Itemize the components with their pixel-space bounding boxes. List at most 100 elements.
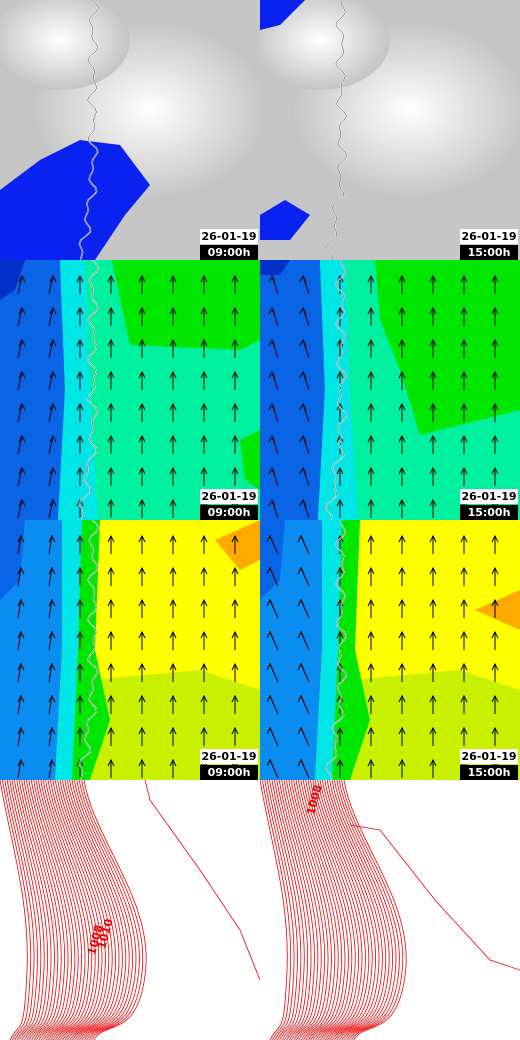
wind-arrow-head bbox=[299, 402, 307, 411]
time-box bbox=[460, 505, 518, 520]
wind-arrow-head bbox=[76, 434, 84, 443]
wind-arrow-head bbox=[299, 498, 307, 507]
wind-arrow-head bbox=[200, 630, 208, 639]
wind-arrow-head bbox=[429, 274, 437, 283]
wind-arrow-head bbox=[231, 566, 239, 575]
wind-arrow-head bbox=[17, 566, 25, 575]
map-panel: 26-01-19 09:00h bbox=[0, 0, 260, 260]
wind-arrow-head bbox=[169, 466, 177, 475]
panel-content bbox=[0, 260, 260, 520]
isobar bbox=[312, 780, 363, 1040]
isobar bbox=[298, 780, 343, 1040]
wind-arrow-head bbox=[231, 370, 239, 379]
wind-arrow-head bbox=[107, 726, 115, 735]
wind-arrow-head bbox=[49, 306, 57, 315]
wind-field-lowest bbox=[260, 520, 285, 600]
isobar bbox=[47, 780, 96, 1040]
date-box bbox=[460, 229, 518, 244]
wind-field-mid bbox=[318, 260, 358, 520]
cloud-bright bbox=[260, 0, 390, 90]
wind-arrow-head bbox=[231, 402, 239, 411]
wind-arrow-head bbox=[336, 466, 344, 475]
wind-arrow-head bbox=[76, 402, 84, 411]
wind-arrow-head bbox=[200, 370, 208, 379]
wind-arrow-head bbox=[299, 274, 307, 283]
wind-arrow-head bbox=[299, 370, 307, 379]
wind-arrow-head bbox=[138, 370, 146, 379]
wind-arrow-head bbox=[491, 274, 499, 283]
wind-arrow-head bbox=[200, 434, 208, 443]
wind-arrow bbox=[48, 403, 54, 423]
wind-arrow-head bbox=[200, 598, 208, 607]
wind-arrow-head bbox=[460, 662, 468, 671]
wind-arrow-head bbox=[231, 662, 239, 671]
coastline-outline bbox=[79, 260, 99, 520]
wind-arrow-head bbox=[48, 598, 56, 607]
wind-arrow-head bbox=[429, 598, 437, 607]
wind-arrow-head bbox=[200, 338, 208, 347]
wind-arrow-head bbox=[49, 434, 57, 443]
wind-arrow-head bbox=[367, 566, 375, 575]
wind-arrow-head bbox=[18, 466, 26, 475]
wind-arrow-head bbox=[266, 598, 274, 607]
date-label: 26-01-19 bbox=[201, 750, 256, 763]
isobar bbox=[264, 780, 295, 1040]
wind-field-low bbox=[260, 260, 325, 520]
wind-arrow-head bbox=[107, 694, 115, 703]
isobar bbox=[59, 780, 113, 1040]
isobar bbox=[269, 780, 302, 1040]
wind-field-low bbox=[260, 520, 322, 780]
isobar bbox=[349, 824, 520, 971]
date-label: 26-01-19 bbox=[201, 490, 256, 503]
wind-arrow-head bbox=[429, 434, 437, 443]
date-box bbox=[460, 489, 518, 504]
wind-arrow-head bbox=[398, 306, 406, 315]
wind-arrow-head bbox=[48, 630, 56, 639]
time-label: 15:00h bbox=[468, 766, 511, 779]
wind-arrow-head bbox=[398, 498, 406, 507]
isobar bbox=[83, 780, 147, 1040]
wind-arrow bbox=[17, 467, 23, 487]
wind-arrow-head bbox=[231, 726, 239, 735]
isobar bbox=[283, 780, 322, 1040]
wind-arrow-head bbox=[398, 434, 406, 443]
wind-arrow-head bbox=[49, 338, 57, 347]
isobar bbox=[288, 780, 329, 1040]
wind-arrow-head bbox=[138, 598, 146, 607]
wind-arrow-head bbox=[367, 370, 375, 379]
isobar bbox=[343, 780, 407, 1040]
wind-arrow-head bbox=[18, 434, 26, 443]
wind-arrow bbox=[48, 631, 53, 651]
wind-arrow-head bbox=[299, 466, 307, 475]
wind-arrow-head bbox=[336, 566, 344, 575]
wind-arrow bbox=[48, 307, 54, 327]
wind-arrow bbox=[17, 631, 22, 651]
wind-arrow-head bbox=[231, 694, 239, 703]
wind-arrow-head bbox=[460, 274, 468, 283]
wind-arrow bbox=[48, 371, 54, 391]
isobar bbox=[310, 780, 360, 1040]
wind-arrow-head bbox=[460, 694, 468, 703]
wind-arrow-head bbox=[429, 338, 437, 347]
wind-field-low bbox=[0, 260, 65, 520]
rain-area bbox=[260, 200, 310, 240]
coastline-outline bbox=[325, 520, 347, 780]
wind-arrow-head bbox=[336, 662, 344, 671]
wind-arrow-head bbox=[367, 274, 375, 283]
wind-arrow bbox=[48, 727, 53, 747]
wind-arrow bbox=[48, 695, 53, 715]
wind-arrow-head bbox=[398, 758, 406, 767]
panel-content bbox=[0, 0, 260, 260]
wind-arrow-head bbox=[107, 662, 115, 671]
date-label: 26-01-19 bbox=[461, 490, 516, 503]
pressure-field bbox=[0, 780, 260, 1040]
time-box bbox=[200, 245, 258, 260]
wind-arrow-head bbox=[297, 534, 305, 543]
wind-arrow-head bbox=[18, 402, 26, 411]
wind-arrow-head bbox=[268, 402, 276, 411]
wind-arrow-head bbox=[367, 662, 375, 671]
isobar bbox=[21, 780, 59, 1040]
wind-arrow-head bbox=[138, 498, 146, 507]
